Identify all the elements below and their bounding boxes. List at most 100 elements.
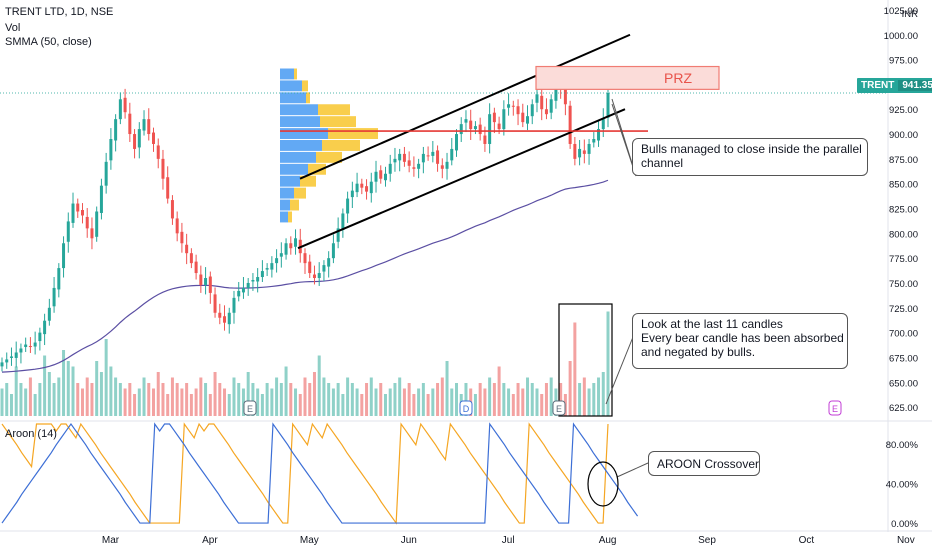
volume-bar (350, 383, 354, 416)
candle-body (431, 151, 435, 156)
smma-line (1, 179, 609, 373)
candle-body (398, 153, 402, 161)
vp-row-down (306, 92, 310, 104)
candle-body (133, 134, 137, 149)
volume-bar (66, 361, 70, 416)
volume-bar (189, 394, 193, 416)
candle-body (284, 243, 288, 255)
volume-bar (14, 366, 18, 416)
candle-body (52, 287, 56, 307)
symbol-legend[interactable]: TRENT LTD, 1D, NSE (5, 6, 114, 18)
candle-body (573, 143, 577, 159)
candle-body (71, 203, 75, 223)
volume-bar (175, 383, 179, 416)
volume-bar (43, 355, 47, 416)
event-marker-label: D (463, 404, 470, 414)
candle-body (260, 271, 264, 278)
volume-bar (38, 383, 42, 416)
candle-body (521, 112, 525, 123)
volume-bar (606, 311, 610, 416)
volume-bar (62, 350, 66, 416)
candle-body (90, 228, 94, 239)
candle-body (317, 273, 321, 279)
candle-body (502, 109, 506, 130)
volume-bar (549, 377, 553, 416)
candle-body (601, 119, 605, 130)
candle-body (511, 105, 515, 107)
volume-bar (218, 383, 222, 416)
aroon-legend[interactable]: Aroon (14) (5, 428, 57, 440)
candle-body (246, 282, 250, 288)
volume-bar (578, 383, 582, 416)
vp-row-up (280, 80, 302, 92)
volume-bar (114, 377, 118, 416)
candles-note-line: Look at the last 11 candles (641, 317, 783, 331)
volume-bar (246, 372, 250, 416)
candle-body (516, 106, 520, 115)
vp-row-down (294, 187, 306, 199)
aroon-note[interactable]: AROON Crossover (648, 451, 760, 476)
candle-body (407, 160, 411, 166)
volume-bar (251, 383, 255, 416)
smma-legend[interactable]: SMMA (50, close) (5, 36, 92, 48)
candle-body (478, 124, 482, 135)
channel-note[interactable]: Bulls managed to close inside the parall… (632, 138, 868, 176)
candle-body (118, 99, 122, 120)
volume-bar (166, 394, 170, 416)
candle-body (393, 158, 397, 163)
volume-bars (0, 311, 610, 416)
volume-bar (587, 388, 591, 416)
channel-lower-line (297, 108, 626, 250)
event-marker (552, 400, 566, 416)
vp-row-up (280, 211, 288, 223)
volume-bar (24, 388, 28, 416)
event-marker (828, 400, 842, 416)
time-tick-label: Oct (799, 535, 815, 546)
time-tick-label: Nov (897, 535, 915, 546)
volume-bar (28, 377, 32, 416)
vp-row-down (302, 80, 308, 92)
volume-bar (0, 388, 4, 416)
volume-bar (303, 377, 307, 416)
price-tick-label: 850.00 (889, 180, 918, 191)
candle-body (369, 181, 373, 194)
candle-body (554, 79, 558, 101)
event-marker (243, 400, 257, 416)
volume-legend[interactable]: Vol (5, 22, 21, 34)
volume-bar (492, 383, 496, 416)
volume-bar (426, 394, 430, 416)
candle-body (175, 218, 179, 234)
candle-body (180, 231, 184, 244)
price-tick-label: 775.00 (889, 254, 918, 265)
vp-row-down (320, 116, 356, 128)
time-tick-label: Aug (599, 535, 617, 546)
candle-body (19, 348, 23, 353)
candle-body (166, 177, 170, 199)
volume-bar (95, 361, 99, 416)
candles-note-pointer (605, 336, 634, 405)
candle-body (194, 261, 198, 274)
volume-bar (241, 388, 245, 416)
volume-bar (57, 377, 61, 416)
candle-body (578, 148, 582, 158)
volume-bar (379, 383, 383, 416)
candles-note[interactable]: Look at the last 11 candles Every bear c… (632, 313, 848, 369)
candle-body (322, 265, 326, 272)
candle-body (279, 253, 283, 257)
drawings[interactable]: PRZ E D E E (0, 33, 888, 478)
volume-bar (223, 388, 227, 416)
candle-body (388, 163, 392, 174)
candles-note-line: and negated by bulls. (641, 345, 756, 359)
volume-bar (180, 388, 184, 416)
candle-body (289, 243, 293, 249)
volume-bar (327, 383, 331, 416)
time-tick-label: Jul (502, 535, 515, 546)
candle-body (218, 312, 222, 318)
candle-body (66, 221, 70, 242)
candle-body (360, 183, 364, 188)
candle-body (383, 173, 387, 181)
candle-body (469, 120, 473, 130)
candle-body (535, 94, 539, 103)
candle-body (24, 344, 28, 348)
